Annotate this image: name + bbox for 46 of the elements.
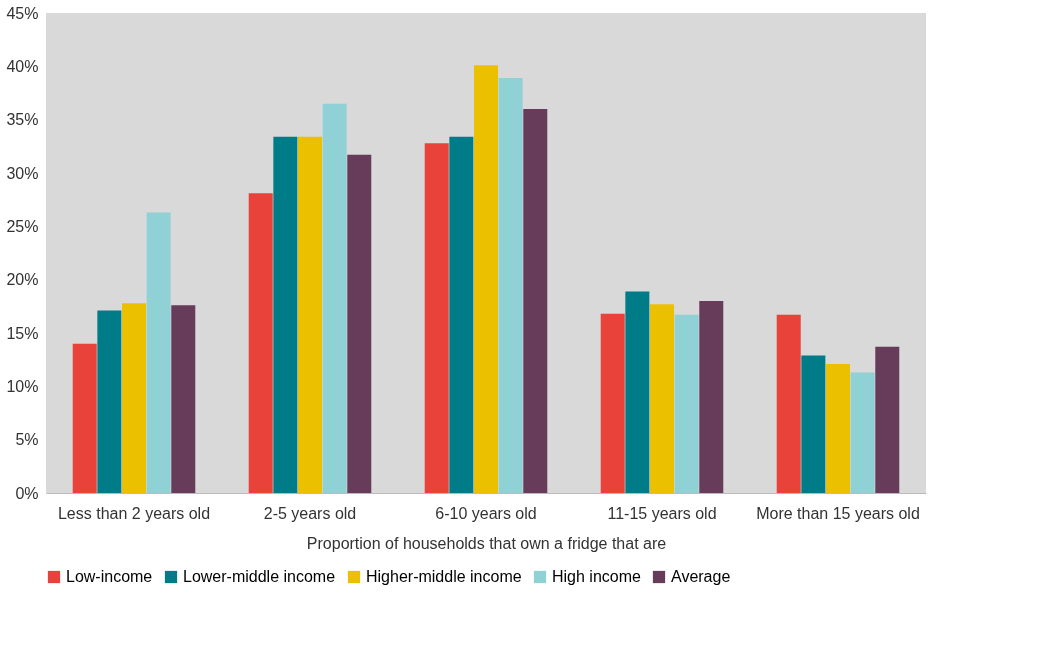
bar xyxy=(146,212,171,493)
bar xyxy=(498,78,523,493)
x-tick-label: Less than 2 years old xyxy=(57,504,211,522)
x-tick-label: 6-10 years old xyxy=(435,504,537,522)
bar xyxy=(600,313,625,493)
bar xyxy=(347,154,372,493)
x-axis-title: Proportion of households that own a fridge that are xyxy=(306,534,667,552)
legend-label: Lower-middle income xyxy=(183,568,336,585)
legend-label: High income xyxy=(552,568,642,585)
bar xyxy=(72,343,97,493)
y-tick-label: 10% xyxy=(6,377,39,395)
bar xyxy=(826,363,850,493)
bar xyxy=(699,301,724,493)
x-tick-label: 2-5 years old xyxy=(263,504,357,522)
bar xyxy=(850,372,875,493)
y-tick-label: 5% xyxy=(15,431,39,449)
bar xyxy=(674,314,699,493)
bar xyxy=(171,305,196,493)
legend-label: Average xyxy=(671,568,731,585)
bar xyxy=(97,310,122,493)
y-tick-label: 35% xyxy=(6,111,39,129)
y-tick-label: 0% xyxy=(15,484,39,502)
bar xyxy=(776,314,801,493)
bar xyxy=(875,346,900,493)
bar xyxy=(801,355,826,493)
bar xyxy=(523,109,548,493)
legend-label: Higher-middle income xyxy=(366,568,522,585)
bar xyxy=(322,103,347,493)
y-tick-label: 40% xyxy=(6,57,39,75)
y-tick-label: 20% xyxy=(6,271,39,289)
bar xyxy=(424,143,449,493)
bar xyxy=(122,303,146,493)
bar xyxy=(298,136,322,493)
y-tick-label: 45% xyxy=(6,4,39,22)
bar xyxy=(273,136,298,493)
y-tick-label: 15% xyxy=(6,324,39,342)
x-tick-label: 11-15 years old xyxy=(607,504,717,522)
bar xyxy=(248,193,273,493)
bar xyxy=(474,65,498,493)
x-tick-label: More than 15 years old xyxy=(756,504,920,522)
legend-label: Low-income xyxy=(66,568,153,585)
y-tick-label: 30% xyxy=(6,164,39,182)
y-tick-label: 25% xyxy=(6,217,39,235)
bar xyxy=(625,291,650,493)
bar xyxy=(449,136,474,493)
bar xyxy=(650,304,674,493)
